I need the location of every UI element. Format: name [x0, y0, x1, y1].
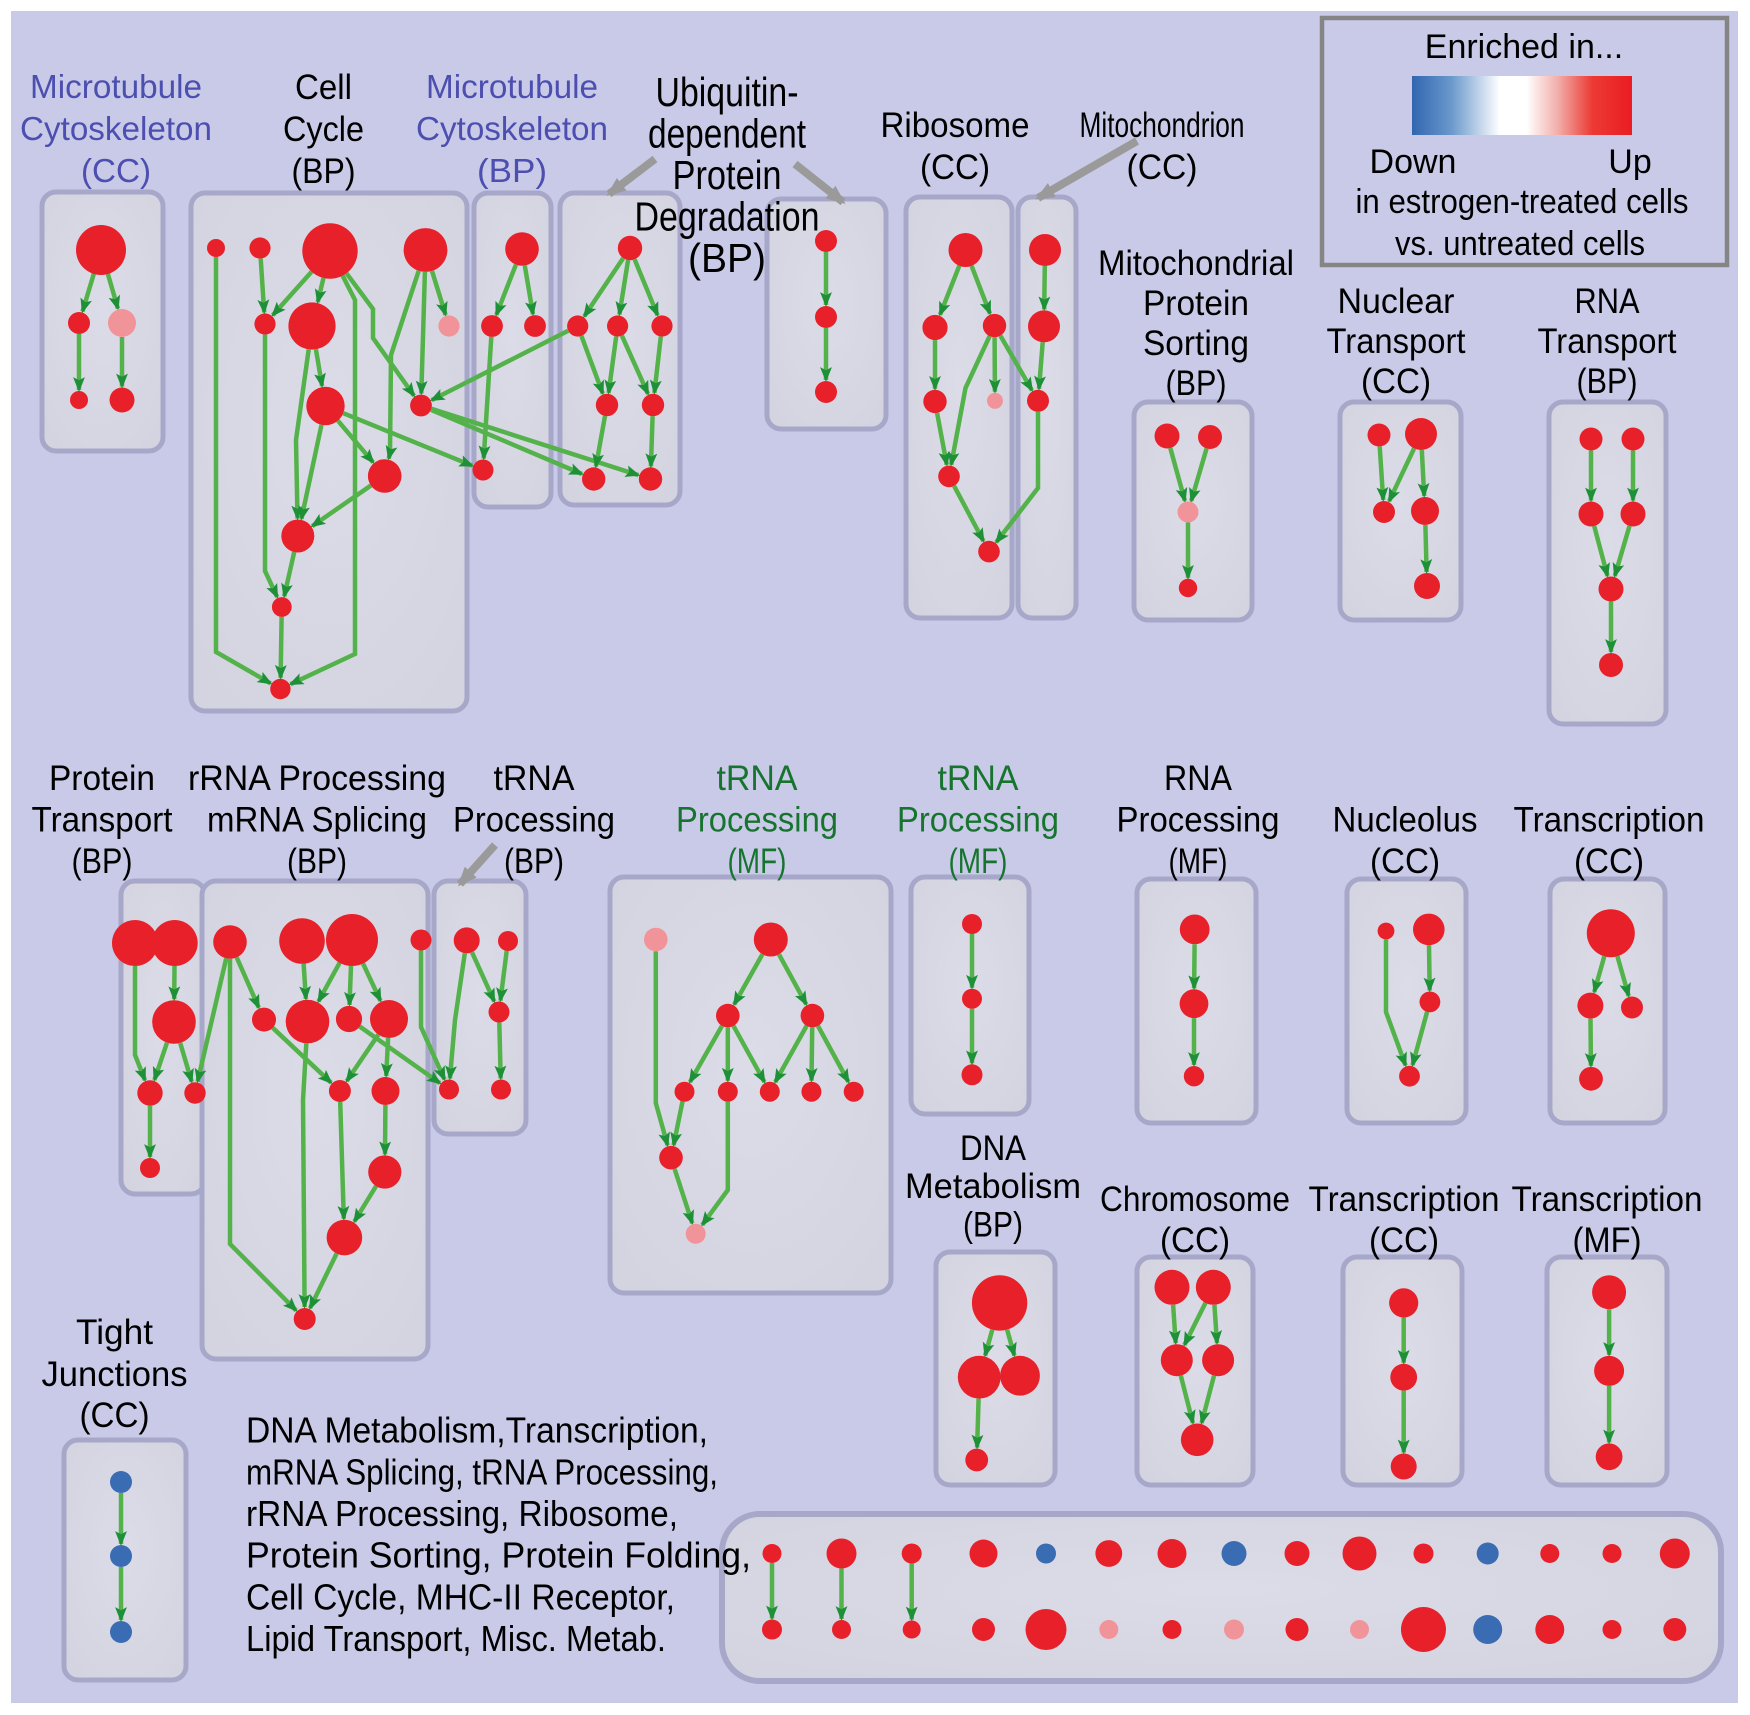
- svg-text:Tight: Tight: [76, 1313, 153, 1352]
- svg-text:Protein Sorting, Protein Foldi: Protein Sorting, Protein Folding,: [246, 1535, 751, 1576]
- svg-text:Transport: Transport: [1538, 322, 1677, 361]
- svg-text:Ribosome: Ribosome: [881, 106, 1030, 145]
- svg-text:Cytoskeleton: Cytoskeleton: [416, 110, 608, 147]
- svg-text:Protein: Protein: [673, 152, 782, 198]
- svg-text:RNA: RNA: [1164, 759, 1233, 798]
- svg-text:rRNA Processing, Ribosome,: rRNA Processing, Ribosome,: [246, 1493, 678, 1534]
- svg-text:(BP): (BP): [477, 152, 547, 189]
- svg-text:vs. untreated cells: vs. untreated cells: [1395, 225, 1645, 263]
- svg-text:(BP): (BP): [1166, 364, 1227, 403]
- svg-text:Transcription: Transcription: [1512, 1180, 1703, 1219]
- svg-text:tRNA: tRNA: [717, 759, 799, 798]
- svg-text:Junctions: Junctions: [42, 1355, 188, 1394]
- svg-text:(MF): (MF): [1169, 842, 1228, 881]
- svg-text:(CC): (CC): [81, 152, 151, 189]
- svg-text:Cell: Cell: [295, 68, 352, 107]
- svg-text:(BP): (BP): [292, 152, 356, 191]
- svg-text:Processing: Processing: [1117, 801, 1280, 840]
- svg-text:(CC): (CC): [1369, 1221, 1439, 1260]
- svg-text:tRNA: tRNA: [938, 759, 1020, 798]
- svg-text:Lipid Transport, Misc. Metab.: Lipid Transport, Misc. Metab.: [246, 1618, 666, 1659]
- svg-text:Enriched in...: Enriched in...: [1425, 28, 1623, 66]
- svg-text:Nuclear: Nuclear: [1338, 282, 1455, 321]
- svg-text:(BP): (BP): [688, 235, 766, 281]
- svg-text:(CC): (CC): [1160, 1221, 1230, 1260]
- svg-text:Transcription: Transcription: [1309, 1180, 1500, 1219]
- svg-text:tRNA: tRNA: [494, 759, 576, 798]
- svg-text:Processing: Processing: [453, 801, 615, 840]
- svg-text:(BP): (BP): [504, 842, 564, 881]
- svg-text:Protein: Protein: [49, 759, 155, 798]
- svg-text:(CC): (CC): [1574, 842, 1644, 881]
- svg-text:(BP): (BP): [1577, 362, 1638, 401]
- svg-text:(MF): (MF): [949, 842, 1008, 881]
- svg-text:Mitochondrial: Mitochondrial: [1098, 244, 1294, 283]
- svg-text:Protein: Protein: [1143, 284, 1249, 323]
- svg-text:mRNA Splicing, tRNA Processing: mRNA Splicing, tRNA Processing,: [246, 1451, 718, 1492]
- svg-text:Up: Up: [1608, 143, 1651, 181]
- svg-text:(CC): (CC): [1361, 362, 1431, 401]
- svg-text:Microtubule: Microtubule: [426, 68, 598, 105]
- svg-text:Processing: Processing: [676, 801, 838, 840]
- svg-text:(CC): (CC): [920, 148, 990, 187]
- svg-text:Metabolism: Metabolism: [905, 1167, 1081, 1206]
- svg-text:Sorting: Sorting: [1143, 324, 1249, 363]
- svg-text:DNA: DNA: [960, 1129, 1027, 1168]
- svg-text:mRNA Splicing: mRNA Splicing: [207, 801, 427, 840]
- svg-text:Cytoskeleton: Cytoskeleton: [20, 110, 212, 147]
- svg-text:Degradation: Degradation: [635, 194, 820, 240]
- svg-text:rRNA Processing: rRNA Processing: [188, 759, 446, 798]
- svg-text:(MF): (MF): [728, 842, 787, 881]
- svg-text:Transport: Transport: [32, 801, 173, 840]
- svg-text:Processing: Processing: [897, 801, 1059, 840]
- svg-text:(CC): (CC): [1370, 842, 1440, 881]
- svg-text:(CC): (CC): [80, 1396, 150, 1435]
- svg-text:(CC): (CC): [1127, 148, 1198, 187]
- svg-text:(MF): (MF): [1573, 1221, 1642, 1260]
- svg-text:Nucleolus: Nucleolus: [1333, 801, 1478, 840]
- svg-text:Transport: Transport: [1327, 322, 1466, 361]
- svg-text:DNA Metabolism,Transcription,: DNA Metabolism,Transcription,: [246, 1410, 708, 1451]
- svg-text:Cell Cycle, MHC-II Receptor,: Cell Cycle, MHC-II Receptor,: [246, 1576, 675, 1617]
- svg-text:(BP): (BP): [287, 842, 347, 881]
- svg-text:dependent: dependent: [648, 111, 806, 157]
- svg-text:Down: Down: [1370, 143, 1457, 181]
- svg-text:Cycle: Cycle: [283, 110, 364, 149]
- svg-text:in estrogen-treated cells: in estrogen-treated cells: [1356, 183, 1689, 221]
- svg-text:Ubiquitin-: Ubiquitin-: [656, 69, 799, 115]
- svg-text:RNA: RNA: [1575, 282, 1641, 321]
- svg-text:Microtubule: Microtubule: [30, 68, 202, 105]
- svg-text:Mitochondrion: Mitochondrion: [1080, 106, 1245, 145]
- svg-text:(BP): (BP): [963, 1206, 1023, 1245]
- svg-text:Chromosome: Chromosome: [1100, 1180, 1290, 1219]
- svg-text:(BP): (BP): [72, 842, 133, 881]
- svg-text:Transcription: Transcription: [1514, 801, 1705, 840]
